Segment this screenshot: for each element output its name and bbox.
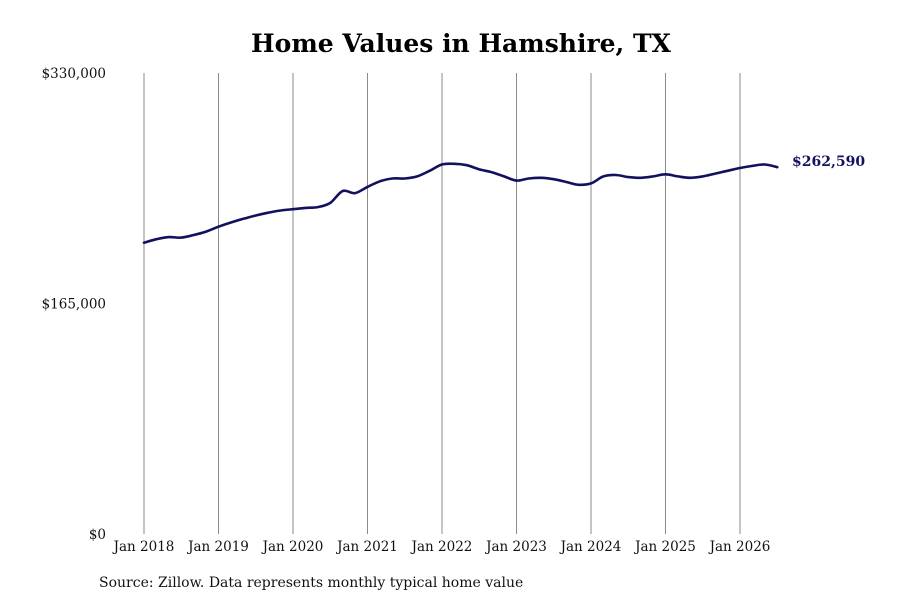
x-tick-label: Jan 2020: [261, 539, 324, 555]
y-tick-label: $165,000: [42, 297, 106, 313]
chart-title: Home Values in Hamshire, TX: [251, 29, 672, 58]
x-tick-label: Jan 2021: [335, 539, 398, 555]
x-tick-label: Jan 2025: [633, 539, 696, 555]
x-tick-label: Jan 2018: [112, 539, 175, 555]
y-tick-label: $0: [89, 527, 106, 543]
last-value-label: $262,590: [792, 154, 865, 170]
x-tick-label: Jan 2022: [410, 539, 473, 555]
y-axis-ticks: $0 $165,000 $330,000: [42, 66, 106, 543]
x-axis-ticks: Jan 2018 Jan 2019 Jan 2020 Jan 2021 Jan 2022…: [112, 539, 771, 555]
source-note: Source: Zillow. Data represents monthly …: [99, 575, 523, 591]
x-tick-label: Jan 2019: [186, 539, 249, 555]
y-tick-label: $330,000: [42, 66, 106, 82]
series-layer: [142, 162, 779, 244]
grid-lines: [143, 73, 741, 534]
x-tick-label: Jan 2026: [708, 539, 771, 555]
series-line: [142, 162, 779, 244]
x-tick-label: Jan 2024: [559, 539, 622, 555]
x-tick-label: Jan 2023: [484, 539, 547, 555]
